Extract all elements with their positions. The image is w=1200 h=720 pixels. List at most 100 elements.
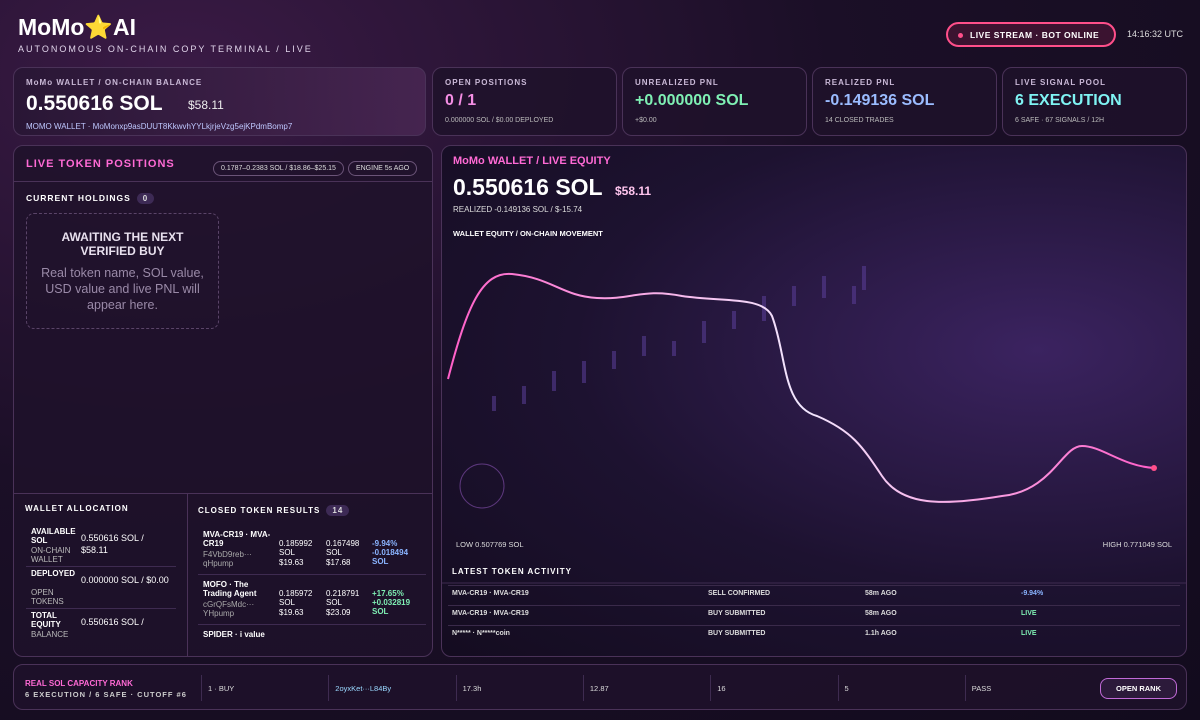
exit-sol: 0.218791 SOL [326, 589, 360, 607]
empty-title: AWAITING THE NEXT VERIFIED BUY [61, 230, 184, 258]
brand: MoMo⭐AI [18, 14, 137, 40]
rank-cell: 16 [717, 684, 726, 693]
alloc-label: AVAILABLE SOL [31, 527, 76, 545]
activity-cell: LIVE [1021, 630, 1037, 637]
closed-header: CLOSED TOKEN RESULTS 14 [198, 505, 350, 516]
card-value: -0.149136 SOL [825, 92, 935, 109]
exit-usd: $23.09 [326, 608, 351, 617]
wallet-address: MOMO WALLET · MoMonxp9asDUUT8KkwvhYYLkjr… [26, 122, 293, 131]
chart-label: WALLET EQUITY / ON-CHAIN MOVEMENT [453, 229, 603, 238]
rank-divider [837, 675, 839, 701]
realized: REALIZED -0.149136 SOL / $-15.74 [453, 205, 583, 214]
stat-card: UNREALIZED PNL +0.000000 SOL +$0.00 [622, 67, 807, 136]
divider [187, 493, 188, 656]
alloc-label: DEPLOYED [31, 569, 76, 578]
rank-sub: 6 EXECUTION / 6 SAFE · CUTOFF #6 [25, 690, 187, 699]
open-rank-button[interactable]: OPEN RANK [1100, 678, 1177, 699]
card-sub: 6 SAFE · 67 SIGNALS / 12H [1015, 117, 1105, 124]
chip: 0.1787–0.2383 SOL / $18.86–$25.15 [213, 161, 344, 176]
card-label: REALIZED PNL [825, 78, 896, 87]
high-label: HIGH 0.771049 SOL [1102, 540, 1172, 549]
exit-sol: 0.167498 SOL [326, 539, 360, 557]
status: LIVE STREAM · BOT ONLINE [970, 30, 1100, 40]
activity-row [448, 605, 1180, 625]
wallet-card: MoMo WALLET / ON-CHAIN BALANCE 0.550616 … [13, 67, 426, 136]
alloc-label: TOTAL EQUITY [31, 611, 61, 629]
entry-sol: 0.185972 SOL [279, 589, 313, 607]
backdrop-candles [492, 266, 866, 411]
equity-panel: MoMo WALLET / LIVE EQUITY 0.550616 SOL $… [441, 145, 1187, 657]
pnl-sol: -0.018494 SOL [372, 548, 409, 566]
equity-line [447, 272, 1155, 503]
card-label: OPEN POSITIONS [445, 78, 528, 87]
activity-cell: 58m AGO [865, 590, 897, 597]
token-name: MVA-CR19 · MVA-CR19 [203, 530, 271, 548]
rank-divider [582, 675, 584, 701]
token-address: cGrQFsMdc··· YHpump [203, 600, 255, 618]
activity-cell: 1.1h AGO [865, 630, 897, 637]
divider [26, 566, 176, 567]
alloc-value: 0.000000 SOL / $0.00 [81, 575, 169, 585]
rank-cell: 17.3h [462, 684, 482, 693]
exit-usd: $17.68 [326, 558, 351, 567]
entry-usd: $19.63 [279, 608, 304, 617]
activity-cell: MVA-CR19 · MVA-CR19 [452, 610, 529, 617]
wallet-value: 0.550616 SOL [26, 92, 163, 115]
pnl-pct: -9.94% [372, 539, 398, 548]
rank-divider [455, 675, 457, 701]
rank-divider [964, 675, 966, 701]
low-label: LOW 0.507769 SOL [456, 540, 524, 549]
rank-cell: 5 [844, 684, 849, 693]
rank-divider [328, 675, 330, 701]
rank-cell: 2oyxKet···L84By [335, 684, 392, 693]
holdings-count: 0 [136, 193, 155, 204]
equity-usd: $58.11 [615, 184, 652, 198]
orb [459, 463, 505, 509]
chips: 0.1787–0.2383 SOL / $18.86–$25.15 ENGINE … [209, 157, 418, 176]
wallet-usd: $58.11 [188, 98, 224, 112]
pnl-sol: +0.032819 SOL [372, 598, 411, 616]
activity-row [448, 585, 1180, 605]
divider [26, 608, 176, 609]
alloc-sub: ON-CHAIN WALLET [31, 546, 71, 564]
empty-state: AWAITING THE NEXT VERIFIED BUY Real toke… [26, 213, 219, 329]
activity-cell: 58m AGO [865, 610, 897, 617]
activity-cell: LIVE [1021, 610, 1037, 617]
divider [198, 624, 426, 625]
rank-divider [201, 675, 202, 701]
activity-cell: MVA-CR19 · MVA-CR19 [452, 590, 529, 597]
wallet-label: MoMo WALLET / ON-CHAIN BALANCE [26, 78, 203, 87]
equity-value: 0.550616 SOL [453, 174, 603, 200]
holdings-label: CURRENT HOLDINGS [26, 193, 131, 203]
alloc-sub: BALANCE [31, 630, 69, 639]
activity-row [448, 625, 1180, 645]
rank-cell: PASS [971, 684, 992, 693]
card-sub: 14 CLOSED TRADES [825, 117, 894, 124]
rank-bar: REAL SOL CAPACITY RANK 6 EXECUTION / 6 S… [13, 664, 1187, 710]
alloc-value: 0.550616 SOL / $58.11 [81, 533, 144, 555]
activity-cell: BUY SUBMITTED [708, 610, 766, 617]
activity-cell: -9.94% [1021, 590, 1044, 597]
positions-title: LIVE TOKEN POSITIONS [26, 158, 175, 170]
card-sub: 0.000000 SOL / $0.00 DEPLOYED [445, 117, 554, 124]
card-value: 0 / 1 [445, 92, 477, 109]
equity-endpoint [1151, 465, 1157, 471]
alloc-value: 0.550616 SOL / [81, 617, 144, 627]
equity-chart [442, 266, 1186, 584]
entry-sol: 0.185992 SOL [279, 539, 313, 557]
status-pill: LIVE STREAM · BOT ONLINE [946, 22, 1116, 47]
positions-header [14, 146, 432, 182]
stat-card: LIVE SIGNAL POOL 6 EXECUTION 6 SAFE · 67 S… [1002, 67, 1187, 136]
card-value: +0.000000 SOL [635, 92, 749, 109]
token-name: MOFO · The Trading Agent [203, 580, 257, 598]
positions-panel: LIVE TOKEN POSITIONS 0.1787–0.2383 SOL /… [13, 145, 433, 657]
activity-cell: SELL CONFIRMED [708, 590, 771, 597]
closed-title: CLOSED TOKEN RESULTS [198, 506, 321, 515]
chip: ENGINE 5s AGO [347, 161, 418, 176]
stat-card: OPEN POSITIONS 0 / 1 0.000000 SOL / $0.00 … [432, 67, 617, 136]
allocation-title: WALLET ALLOCATION [25, 504, 129, 513]
stat-card: REALIZED PNL -0.149136 SOL 14 CLOSED TRADE… [812, 67, 997, 136]
alloc-sub: OPEN TOKENS [31, 588, 64, 606]
activity-title: LATEST TOKEN ACTIVITY [452, 567, 572, 576]
